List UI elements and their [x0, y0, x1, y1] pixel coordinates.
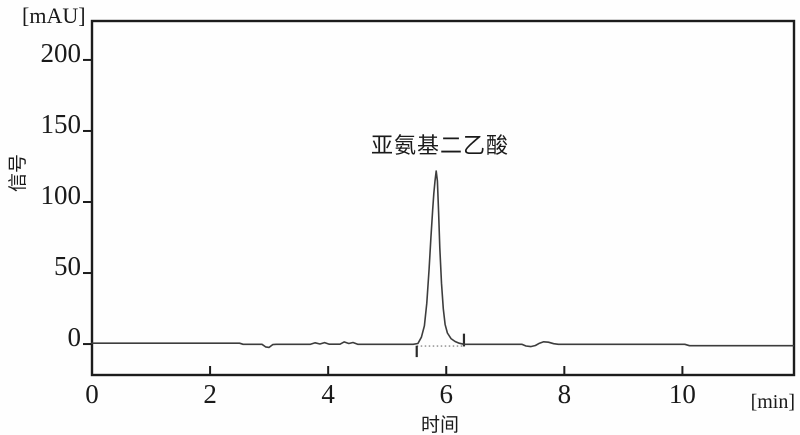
- x-tick-label: 6: [439, 379, 453, 409]
- y-tick-label: 50: [54, 251, 81, 281]
- y-axis-title: 信号: [8, 154, 29, 193]
- x-tick-label: 8: [558, 379, 572, 409]
- peak-annotation: 亚氨基二乙酸: [370, 133, 509, 158]
- x-tick-label: 4: [321, 379, 335, 409]
- x-axis-title: 时间: [420, 415, 459, 435]
- y-tick-label: 0: [68, 322, 82, 352]
- signal-trace: [91, 170, 795, 349]
- y-tick-label: 200: [41, 38, 82, 68]
- x-tick-label: 0: [85, 379, 99, 409]
- x-tick-label: 2: [203, 379, 217, 409]
- x-axis-unit: [min]: [750, 391, 795, 413]
- y-axis-unit: [mAU]: [22, 3, 86, 28]
- y-tick-label: 150: [41, 109, 82, 139]
- plot-frame: [90, 19, 796, 377]
- y-tick-label: 100: [41, 180, 82, 210]
- x-tick-label: 10: [669, 379, 696, 409]
